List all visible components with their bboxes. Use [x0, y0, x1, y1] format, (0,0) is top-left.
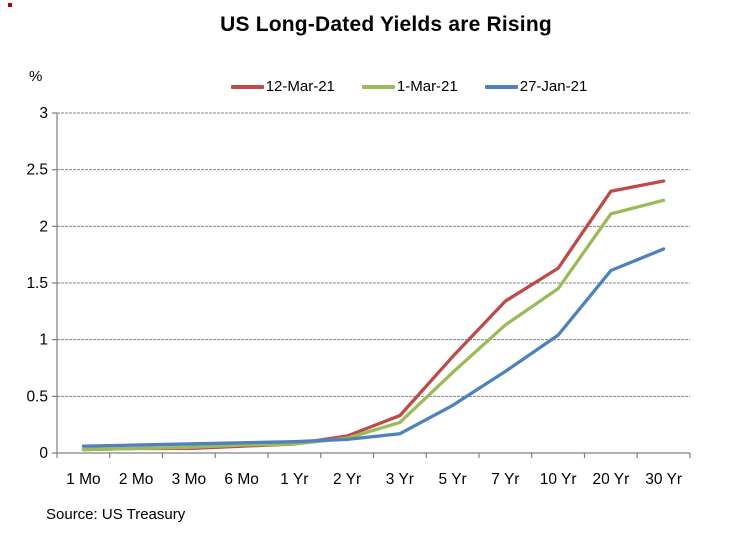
y-tick-label: 2 — [39, 218, 48, 235]
chart-legend: 12-Mar-21 1-Mar-21 27-Jan-21 — [0, 78, 750, 95]
x-tick-label: 10 Yr — [540, 471, 577, 488]
series-line-1-Mar-21 — [81, 198, 666, 452]
x-tick-label: 3 Mo — [172, 471, 206, 488]
x-tick-label: 1 Yr — [280, 471, 308, 488]
x-tick-label: 3 Yr — [386, 471, 414, 488]
x-tick-label: 20 Yr — [592, 471, 629, 488]
legend-label: 1-Mar-21 — [396, 78, 458, 95]
legend-line-swatch-red — [230, 84, 264, 89]
legend-line-swatch-blue — [484, 84, 518, 89]
x-tick-label: 7 Yr — [491, 471, 519, 488]
series-line-27-Jan-21 — [81, 247, 666, 448]
y-tick-label: 0 — [39, 445, 48, 462]
y-tick-label: 3 — [39, 105, 48, 122]
legend-label: 27-Jan-21 — [519, 78, 588, 95]
x-tick-label: 30 Yr — [645, 471, 682, 488]
x-tick-label: 1 Mo — [66, 471, 100, 488]
source-note: Source: US Treasury — [46, 506, 186, 523]
x-tick-label: 5 Yr — [439, 471, 467, 488]
y-tick-label: 2.5 — [26, 162, 48, 179]
series-line-12-Mar-21 — [81, 179, 666, 452]
legend-label: 12-Mar-21 — [265, 78, 335, 95]
y-tick-label: 1.5 — [26, 275, 48, 292]
y-tick-label: 1 — [39, 332, 48, 349]
y-tick-label: 0.5 — [26, 388, 48, 405]
legend-item-27-jan-21: 27-Jan-21 — [484, 78, 588, 95]
x-tick-label: 2 Yr — [333, 471, 361, 488]
y-axis-unit-label: % — [29, 68, 43, 85]
screen-artifact-dot — [8, 3, 12, 7]
legend-line-swatch-green — [361, 84, 395, 89]
x-tick-label: 2 Mo — [119, 471, 153, 488]
x-tick-label: 6 Mo — [224, 471, 258, 488]
chart-title: US Long-Dated Yields are Rising — [220, 13, 552, 36]
legend-item-12-mar-21: 12-Mar-21 — [230, 78, 335, 95]
legend-item-1-mar-21: 1-Mar-21 — [361, 78, 458, 95]
